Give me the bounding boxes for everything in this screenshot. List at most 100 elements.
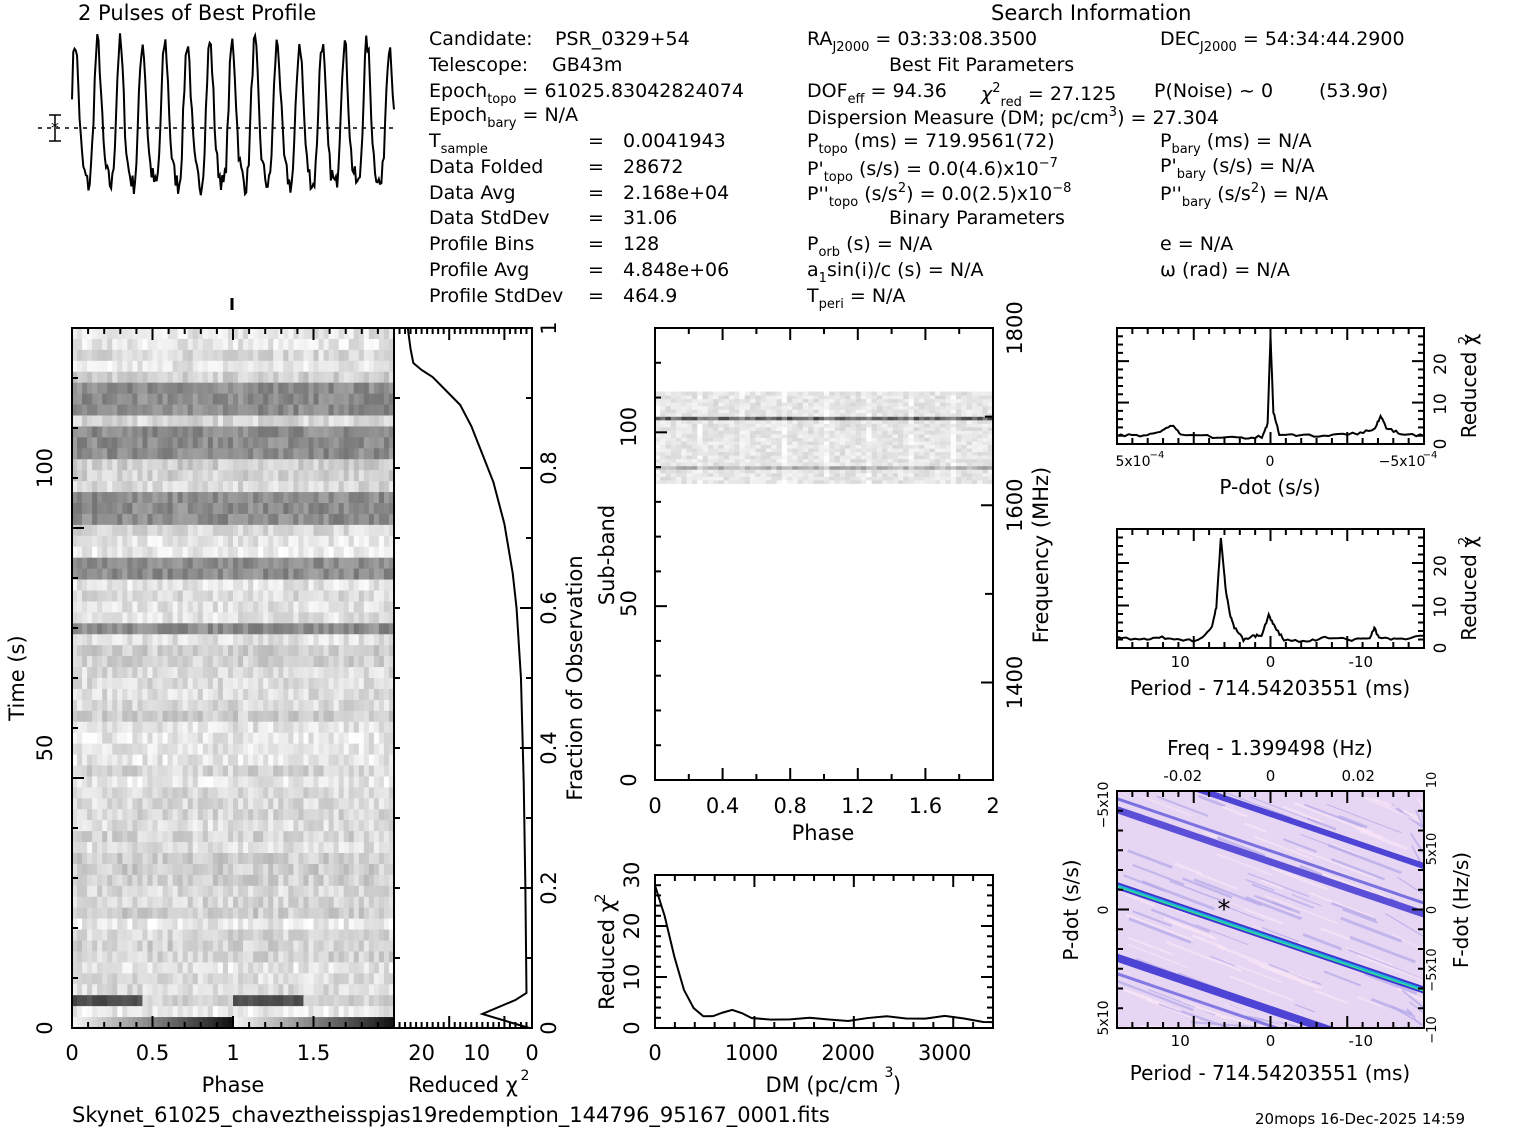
heatmap-cell [248,896,254,909]
heatmap-cell [283,874,289,887]
heatmap-cell [808,462,814,467]
heatmap-cell [298,907,304,920]
heatmap-cell [363,699,370,712]
heatmap-cell [318,831,325,843]
heatmap-cell [298,688,304,701]
heatmap-cell [167,787,174,799]
heatmap-cell [162,557,169,570]
heatmap-cell [238,568,244,581]
heatmap-cell [283,513,289,526]
heatmap-cell [172,349,179,362]
heatmap-cell [268,667,274,679]
heatmap-cell [182,699,189,712]
heatmap-cell [217,787,224,799]
heatmap-cell [273,743,279,756]
heatmap-cell [328,492,335,504]
heatmap-cell [348,382,355,395]
heatmap-cell [97,415,103,427]
heatmap-cell [253,678,259,690]
heatmap-cell [808,455,814,460]
heatmap-cell [383,831,390,843]
heatmap-cell [808,451,814,456]
heatmap-cell [127,754,133,766]
heatmap-cell [117,393,123,406]
heatmap-cell [248,907,254,920]
heatmap-cell [268,426,274,438]
heatmap-cell [112,940,118,952]
heatmap-cell [378,973,385,985]
heatmap-cell [147,853,153,865]
heatmap-cell [258,721,264,734]
heatmap-cell [122,765,128,777]
heatmap-cell [238,404,244,416]
heatmap-cell [283,404,289,416]
heatmap-cell [152,448,159,460]
heatmap-cell [132,426,138,438]
heatmap-cell [338,492,345,504]
heatmap-cell [961,465,968,470]
heatmap-cell [343,524,350,537]
heatmap-cell [670,462,677,467]
heatmap-cell [263,579,269,591]
heatmap-cell [308,371,314,384]
heatmap-cell [92,678,98,690]
heatmap-cell [182,404,189,416]
heatmap-cell [358,787,365,799]
heatmap-cell [82,885,88,898]
heatmap-cell [834,448,841,453]
heatmap-cell [202,787,209,799]
heatmap-cell [665,451,672,456]
heatmap-cell [278,732,284,745]
heatmap-cell [303,951,309,963]
heatmap-cell [318,918,325,931]
heatmap-cell [308,874,314,887]
heatmap-cell [142,513,148,526]
heatmap-cell [253,820,259,832]
heatmap-cell [263,885,269,898]
heatmap-cell [217,481,224,493]
heatmap-cell [383,612,390,624]
heatmap-cell [102,546,108,559]
heatmap-cell [122,820,128,832]
heatmap-cell [368,962,375,974]
heatmap-cell [207,995,214,1007]
heatmap-cell [288,688,294,701]
heatmap-cell [333,721,340,734]
heatmap-cell [378,721,385,734]
heatmap-cell [212,470,219,482]
heatmap-cell [697,458,704,463]
heatmap-cell [202,1006,209,1018]
heatmap-cell [207,798,214,810]
heatmap-cell [187,481,194,493]
heatmap-cell [876,479,883,484]
heatmap-cell [132,874,138,887]
info-row-label: Data Folded [429,155,544,178]
x-tick-label: 20 [408,1041,435,1065]
heatmap-cell [343,699,350,712]
heatmap-cell [127,918,133,931]
heatmap-cell [77,415,83,427]
heatmap-cell [676,476,682,481]
heatmap-cell [248,667,254,679]
heatmap-cell [866,451,873,456]
heatmap-cell [217,448,224,460]
heatmap-cell [343,754,350,766]
heatmap-cell [929,465,936,470]
heatmap-cell [343,393,350,406]
heatmap-cell [278,918,284,931]
heatmap-cell [333,492,340,504]
heatmap-cell [258,656,264,668]
heatmap-cell [892,472,899,477]
heatmap-cell [157,776,164,788]
heatmap-cell [358,656,365,668]
heatmap-cell [92,535,98,548]
heatmap-cell [233,885,239,898]
heatmap-cell [147,623,153,635]
heatmap-cell [268,557,274,570]
heatmap-cell [308,667,314,679]
heatmap-cell [333,754,340,766]
heatmap-cell [137,426,143,438]
heatmap-cell [202,371,209,384]
heatmap-cell [152,557,159,570]
heatmap-cell [167,492,174,504]
